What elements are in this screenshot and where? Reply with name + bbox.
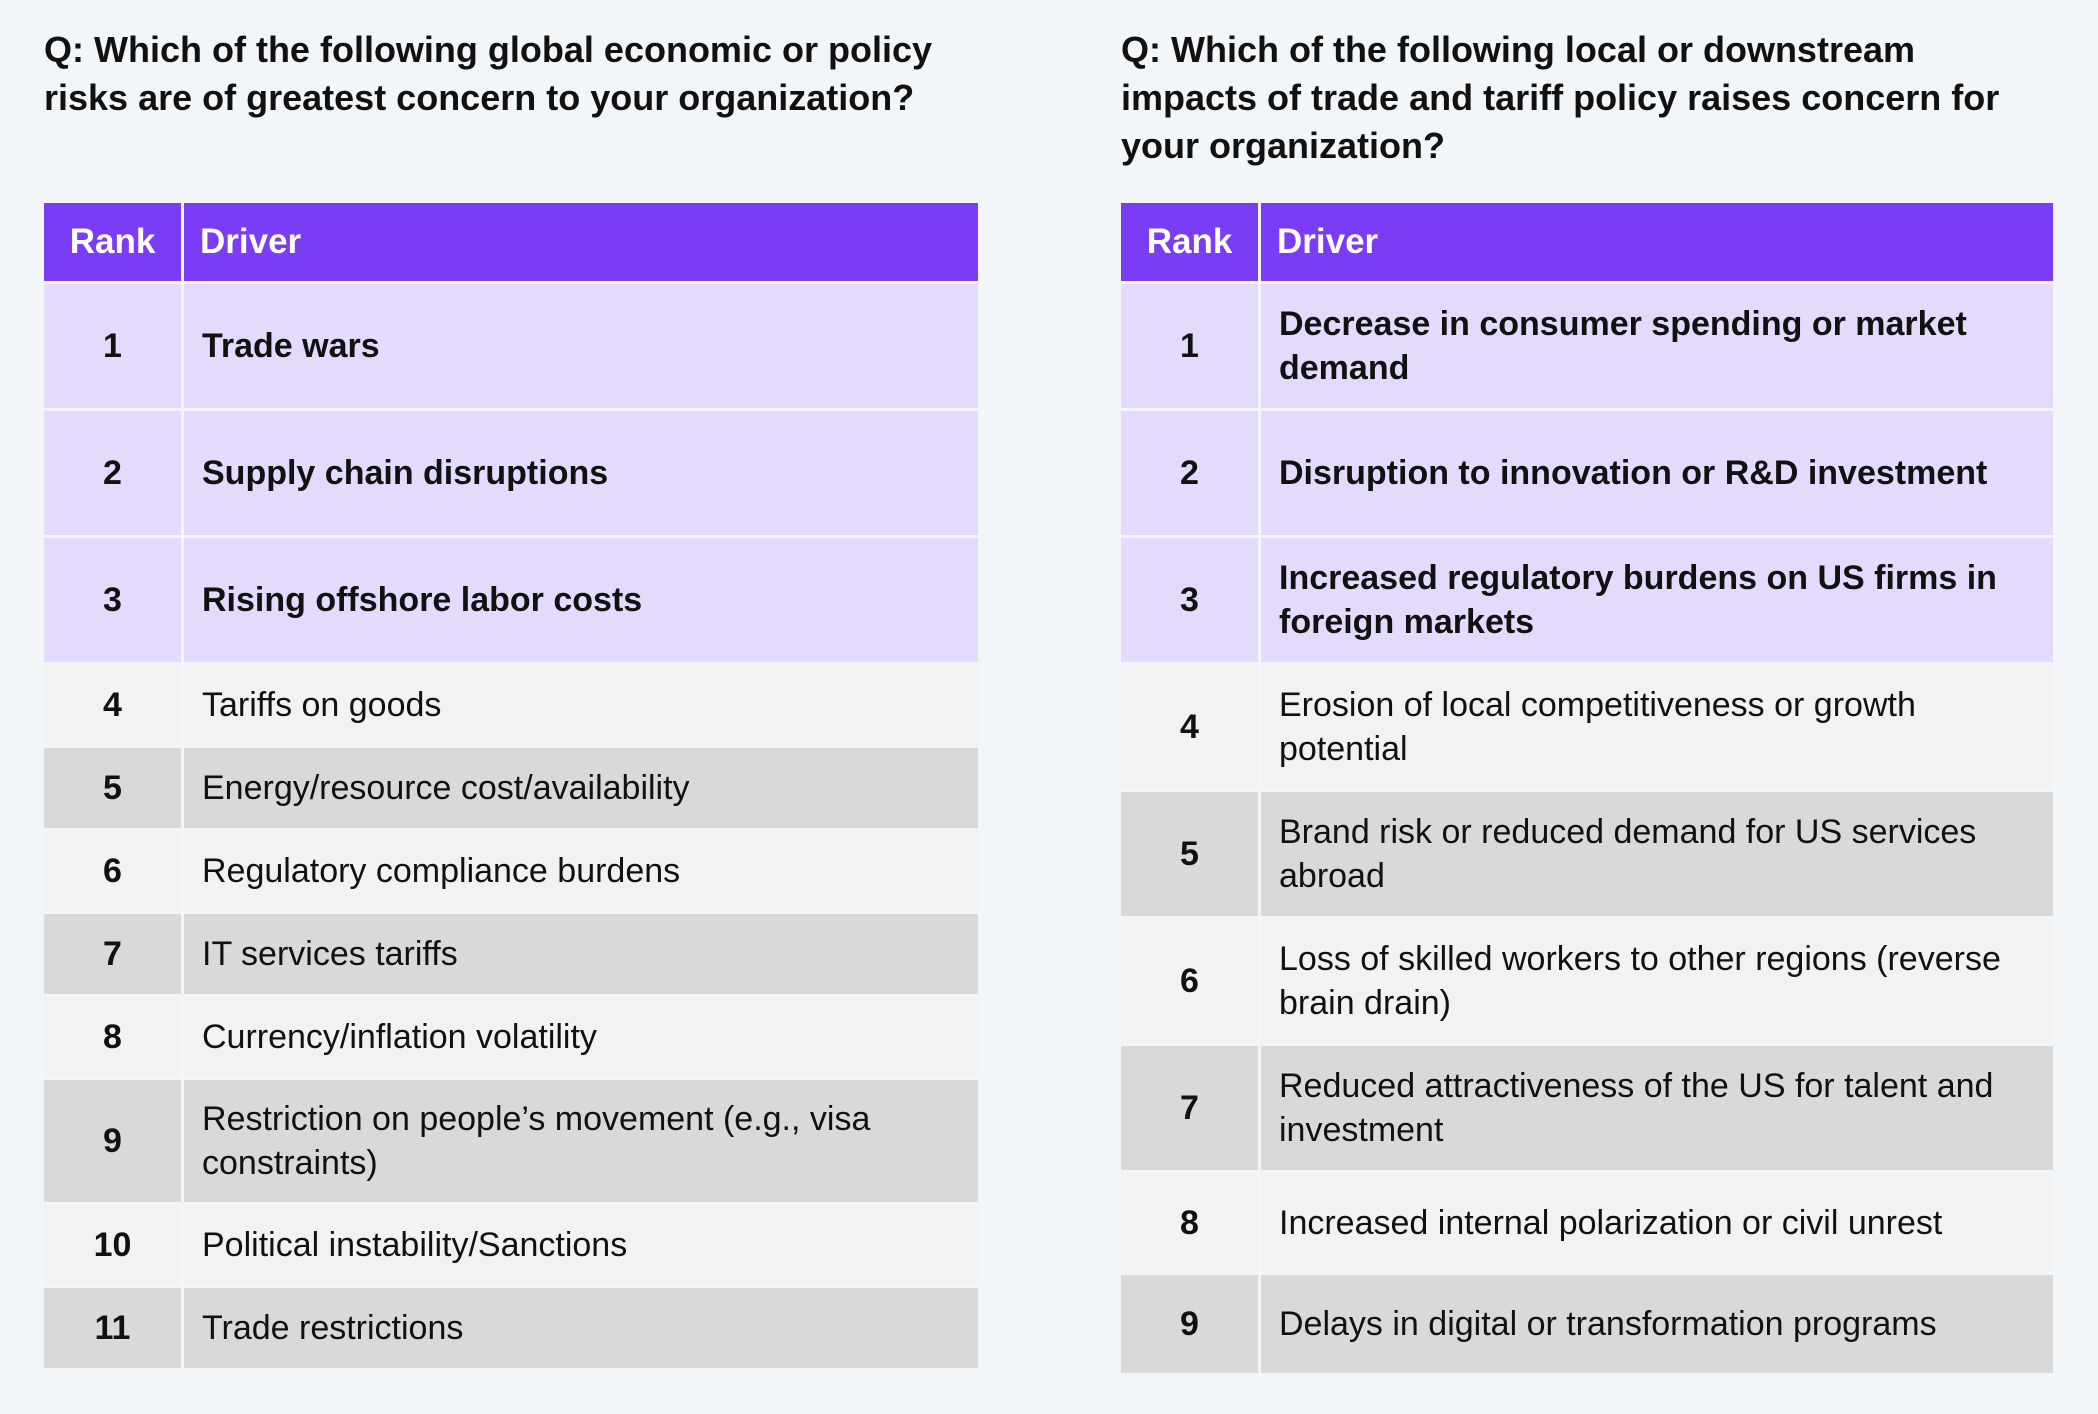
driver-cell: Political instability/Sanctions: [184, 1205, 978, 1285]
table-row: 9 Delays in digital or transformation pr…: [1121, 1275, 2053, 1373]
table-row: 1 Decrease in consumer spending or marke…: [1121, 284, 2053, 408]
driver-cell: Increased regulatory burdens on US firms…: [1261, 538, 2053, 662]
rank-cell: 4: [1121, 665, 1258, 789]
rank-cell: 1: [44, 284, 181, 408]
driver-cell: Supply chain disruptions: [184, 411, 978, 535]
left-question: Q: Which of the following global economi…: [44, 29, 932, 118]
table-row: 5 Energy/resource cost/availability: [44, 748, 978, 828]
rank-cell: 1: [1121, 284, 1258, 408]
driver-cell: Decrease in consumer spending or market …: [1261, 284, 2053, 408]
right-ranking-table: Rank Driver 1 Decrease in consumer spend…: [1118, 200, 2056, 1376]
rank-cell: 3: [1121, 538, 1258, 662]
driver-cell: Trade wars: [184, 284, 978, 408]
table-row: 11 Trade restrictions: [44, 1288, 978, 1368]
rank-cell: 7: [1121, 1046, 1258, 1170]
left-rank-header: Rank: [44, 203, 181, 281]
rank-cell: 7: [44, 914, 181, 994]
driver-cell: Restriction on people’s movement (e.g., …: [184, 1080, 978, 1202]
table-row: 8 Currency/inflation volatility: [44, 997, 978, 1077]
table-row: 4 Erosion of local competitiveness or gr…: [1121, 665, 2053, 789]
left-driver-header: Driver: [184, 203, 978, 281]
table-row: 2 Disruption to innovation or R&D invest…: [1121, 411, 2053, 535]
driver-cell: IT services tariffs: [184, 914, 978, 994]
table-row: 10 Political instability/Sanctions: [44, 1205, 978, 1285]
rank-cell: 10: [44, 1205, 181, 1285]
rank-cell: 6: [44, 831, 181, 911]
driver-cell: Rising offshore labor costs: [184, 538, 978, 662]
table-row: 7 Reduced attractiveness of the US for t…: [1121, 1046, 2053, 1170]
driver-cell: Energy/resource cost/availability: [184, 748, 978, 828]
table-row: 4 Tariffs on goods: [44, 665, 978, 745]
rank-cell: 2: [1121, 411, 1258, 535]
rank-cell: 8: [44, 997, 181, 1077]
driver-cell: Trade restrictions: [184, 1288, 978, 1368]
left-ranking-table: Rank Driver 1 Trade wars 2 Supply chain …: [41, 200, 981, 1371]
driver-cell: Loss of skilled workers to other regions…: [1261, 919, 2053, 1043]
rank-cell: 11: [44, 1288, 181, 1368]
table-row: 5 Brand risk or reduced demand for US se…: [1121, 792, 2053, 916]
table-row: 1 Trade wars: [44, 284, 978, 408]
rank-cell: 2: [44, 411, 181, 535]
driver-cell: Regulatory compliance burdens: [184, 831, 978, 911]
table-row: 2 Supply chain disruptions: [44, 411, 978, 535]
table-row: 7 IT services tariffs: [44, 914, 978, 994]
table-row: 8 Increased internal polarization or civ…: [1121, 1173, 2053, 1272]
table-row: 3 Rising offshore labor costs: [44, 538, 978, 662]
right-driver-header: Driver: [1261, 203, 2053, 281]
right-question: Q: Which of the following local or downs…: [1121, 29, 2000, 166]
rank-cell: 8: [1121, 1173, 1258, 1272]
rank-cell: 5: [1121, 792, 1258, 916]
driver-cell: Delays in digital or transformation prog…: [1261, 1275, 2053, 1373]
driver-cell: Tariffs on goods: [184, 665, 978, 745]
driver-cell: Reduced attractiveness of the US for tal…: [1261, 1046, 2053, 1170]
rank-cell: 6: [1121, 919, 1258, 1043]
driver-cell: Erosion of local competitiveness or grow…: [1261, 665, 2053, 789]
driver-cell: Disruption to innovation or R&D investme…: [1261, 411, 2053, 535]
table-row: 3 Increased regulatory burdens on US fir…: [1121, 538, 2053, 662]
rank-cell: 3: [44, 538, 181, 662]
driver-cell: Brand risk or reduced demand for US serv…: [1261, 792, 2053, 916]
left-table-header: Rank Driver: [44, 203, 978, 281]
table-row: 6 Loss of skilled workers to other regio…: [1121, 919, 2053, 1043]
table-row: 9 Restriction on people’s movement (e.g.…: [44, 1080, 978, 1202]
rank-cell: 9: [1121, 1275, 1258, 1373]
rank-cell: 5: [44, 748, 181, 828]
driver-cell: Currency/inflation volatility: [184, 997, 978, 1077]
rank-cell: 9: [44, 1080, 181, 1202]
driver-cell: Increased internal polarization or civil…: [1261, 1173, 2053, 1272]
right-rank-header: Rank: [1121, 203, 1258, 281]
rank-cell: 4: [44, 665, 181, 745]
right-table-header: Rank Driver: [1121, 203, 2053, 281]
table-row: 6 Regulatory compliance burdens: [44, 831, 978, 911]
